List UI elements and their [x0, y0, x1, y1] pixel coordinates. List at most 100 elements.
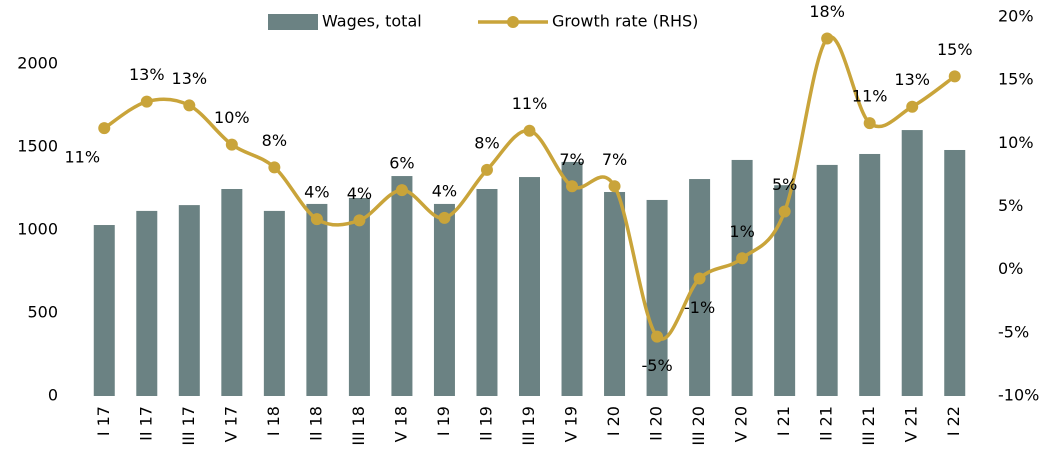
x-tick-label: I 20 [604, 406, 623, 436]
data-label: 4% [347, 184, 372, 203]
data-label: 10% [214, 108, 250, 127]
bar [604, 191, 626, 396]
growth-marker [651, 330, 664, 343]
x-tick-label: V 17 [221, 406, 240, 442]
y2-tick-label: 0% [998, 259, 1023, 278]
y2-tick-label: 20% [998, 7, 1034, 26]
growth-marker [268, 161, 281, 174]
data-label: 13% [172, 69, 208, 88]
data-label: 5% [772, 175, 797, 194]
legend-label: Growth rate (RHS) [552, 12, 698, 31]
legend-label: Wages, total [322, 12, 422, 31]
bar [901, 130, 923, 396]
data-label: 1% [729, 222, 754, 241]
bar [774, 185, 796, 396]
data-label: -1% [684, 298, 715, 317]
x-tick-label: II 21 [817, 406, 836, 441]
bar [476, 188, 498, 396]
growth-marker [438, 211, 451, 224]
bar [263, 210, 285, 396]
bar [561, 161, 583, 396]
x-tick-label: II 17 [136, 406, 155, 441]
growth-marker [353, 214, 366, 227]
x-tick-label: V 21 [902, 406, 921, 442]
data-label: 7% [602, 150, 627, 169]
x-tick-label: I 17 [94, 406, 113, 436]
data-label: 15% [937, 40, 973, 59]
bar [816, 164, 838, 396]
x-tick-label: II 18 [306, 406, 325, 441]
bar [221, 188, 243, 396]
y2-tick-label: 5% [998, 196, 1023, 215]
bar [731, 159, 753, 396]
x-tick-label: I 21 [774, 406, 793, 436]
growth-marker [863, 117, 876, 130]
data-label: 8% [262, 131, 287, 150]
x-tick-label: V 19 [562, 406, 581, 442]
x-tick-label: I 19 [434, 406, 453, 436]
x-tick-label: III 18 [349, 406, 368, 446]
y2-tick-label: 15% [998, 70, 1034, 89]
growth-marker [523, 124, 536, 137]
y-tick-label: 2000 [17, 54, 58, 73]
data-label: 13% [129, 65, 165, 84]
y2-tick-label: -10% [998, 386, 1039, 405]
data-label: 7% [559, 150, 584, 169]
growth-marker [906, 100, 919, 113]
growth-marker [183, 99, 196, 112]
data-label: 11% [64, 148, 100, 167]
bar [348, 197, 370, 396]
bar [93, 225, 115, 396]
data-label: 11% [512, 94, 548, 113]
legend-swatch [268, 14, 318, 30]
growth-marker [693, 272, 706, 285]
x-tick-label: I 22 [944, 406, 963, 436]
data-label: 4% [304, 183, 329, 202]
x-tick-label: III 20 [689, 406, 708, 446]
x-tick-label: V 20 [732, 406, 751, 442]
growth-marker [140, 95, 153, 108]
y-tick-label: 500 [27, 303, 58, 322]
growth-marker [480, 163, 493, 176]
bar [433, 203, 455, 396]
y2-tick-label: -5% [998, 322, 1029, 341]
x-tick-label: II 19 [476, 406, 495, 441]
legend-marker [507, 16, 519, 28]
data-label: 11% [852, 87, 888, 106]
data-label: -5% [641, 356, 672, 375]
bar [859, 153, 881, 396]
data-label: 18% [809, 2, 845, 21]
y2-tick-label: 10% [998, 133, 1034, 152]
growth-marker [608, 180, 621, 193]
x-tick-label: I 18 [264, 406, 283, 436]
growth-marker [98, 122, 111, 135]
bar [178, 205, 200, 396]
growth-marker [225, 138, 238, 151]
growth-marker [821, 32, 834, 45]
x-tick-label: V 18 [391, 406, 410, 442]
x-tick-label: III 19 [519, 406, 538, 446]
growth-marker [736, 252, 749, 265]
data-label: 6% [389, 154, 414, 173]
growth-marker [310, 213, 323, 226]
y-tick-label: 1000 [17, 220, 58, 239]
growth-marker [395, 184, 408, 197]
bar [689, 179, 711, 396]
data-label: 8% [474, 133, 499, 152]
bar [519, 177, 540, 396]
bar [944, 149, 966, 396]
bar [391, 176, 413, 396]
growth-marker [948, 70, 961, 83]
data-label: 13% [894, 70, 930, 89]
bar [646, 199, 668, 396]
growth-marker [566, 180, 579, 193]
bar [136, 210, 158, 396]
bar [306, 203, 328, 396]
growth-marker [778, 205, 791, 218]
y-tick-label: 0 [48, 386, 58, 405]
x-tick-label: II 20 [647, 406, 666, 441]
x-tick-label: III 17 [179, 406, 198, 446]
x-tick-label: III 21 [859, 406, 878, 446]
data-label: 4% [432, 181, 457, 200]
